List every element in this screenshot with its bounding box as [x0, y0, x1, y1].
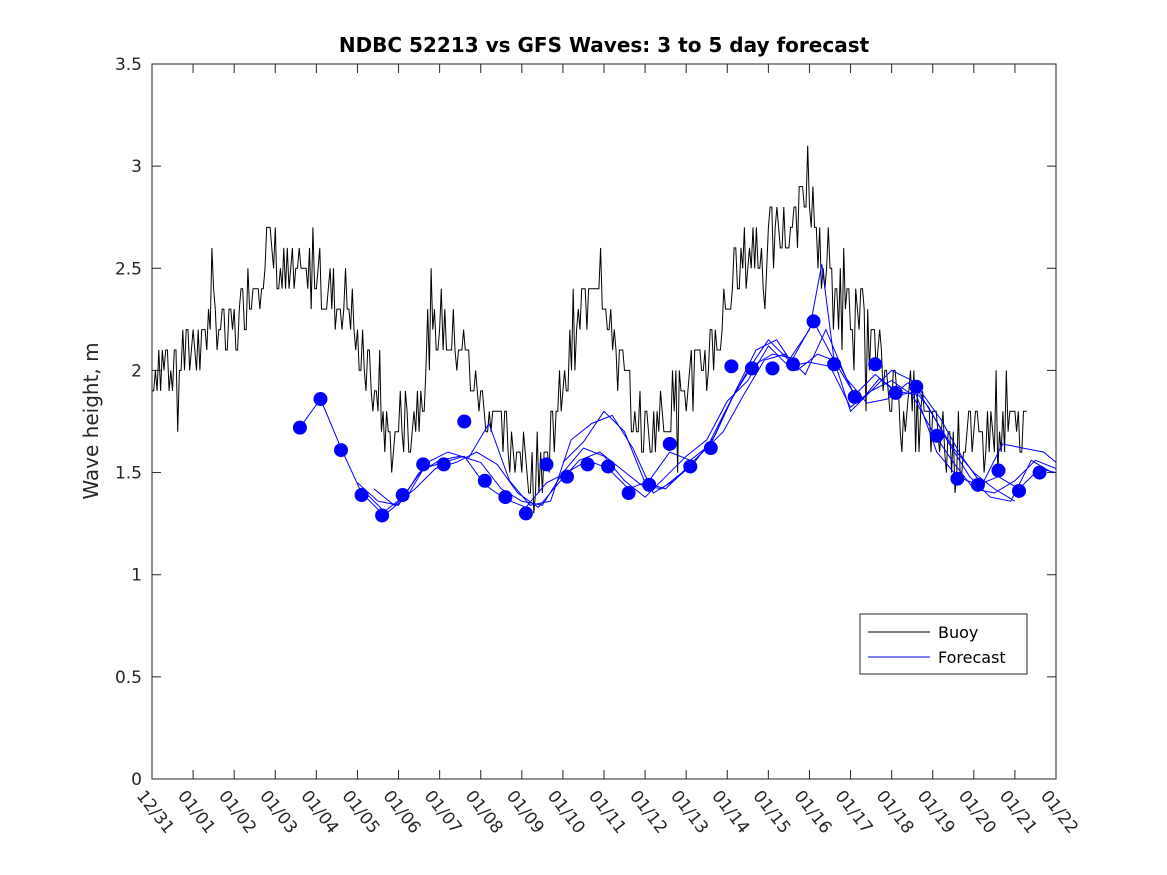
forecast-point — [909, 379, 924, 394]
forecast-point — [888, 385, 903, 400]
forecast-point — [580, 457, 595, 472]
forecast-point — [868, 357, 883, 372]
forecast-point — [765, 361, 780, 376]
legend-buoy-label: Buoy — [938, 623, 978, 642]
plot-area — [152, 145, 1056, 523]
forecast-point — [683, 459, 698, 474]
legend-box — [859, 613, 1028, 675]
y-tick-label: 1.5 — [115, 464, 142, 484]
forecast-point — [395, 488, 410, 503]
chart-title: NDBC 52213 vs GFS Waves: 3 to 5 day fore… — [339, 33, 870, 57]
forecast-point — [786, 357, 801, 372]
forecast-point — [642, 477, 657, 492]
forecast-point — [970, 477, 985, 492]
forecast-point — [313, 392, 328, 407]
y-tick-label: 0.5 — [115, 668, 142, 688]
forecast-point — [457, 414, 472, 429]
forecast-point — [498, 490, 513, 505]
forecast-point — [847, 389, 862, 404]
forecast-point — [1032, 465, 1047, 480]
forecast-point — [375, 508, 390, 523]
forecast-point — [806, 314, 821, 329]
y-tick-label: 2 — [131, 361, 142, 381]
forecast-point — [991, 463, 1006, 478]
forecast-point — [929, 428, 944, 443]
forecast-point — [621, 486, 636, 500]
forecast-point — [334, 443, 349, 458]
y-tick-label: 1 — [131, 566, 142, 586]
y-axis-label: Wave height, m — [79, 342, 103, 499]
forecast-point — [477, 473, 492, 488]
legend: Buoy Forecast — [859, 613, 1028, 675]
forecast-line — [365, 339, 1056, 515]
forecast-line — [562, 264, 1016, 502]
forecast-point — [703, 441, 718, 456]
forecast-point — [436, 457, 451, 472]
forecast-point — [724, 359, 739, 374]
legend-forecast-label: Forecast — [938, 648, 1006, 667]
forecast-point — [950, 471, 965, 486]
forecast-point — [416, 457, 431, 472]
forecast-point — [292, 420, 307, 435]
axes-box — [151, 63, 1057, 780]
forecast-point — [560, 469, 575, 484]
y-tick-label: 3.5 — [115, 55, 142, 75]
forecast-point — [354, 488, 369, 503]
forecast-point — [601, 459, 616, 474]
y-tick-label: 0 — [131, 770, 142, 790]
forecast-point — [662, 436, 677, 451]
y-tick-label: 2.5 — [115, 259, 142, 279]
forecast-point — [1012, 483, 1027, 498]
forecast-point — [827, 357, 842, 372]
forecast-point — [744, 361, 759, 376]
forecast-point — [518, 506, 533, 521]
buoy-line — [152, 145, 1027, 514]
y-tick-label: 3 — [131, 157, 142, 177]
forecast-point — [539, 457, 554, 472]
